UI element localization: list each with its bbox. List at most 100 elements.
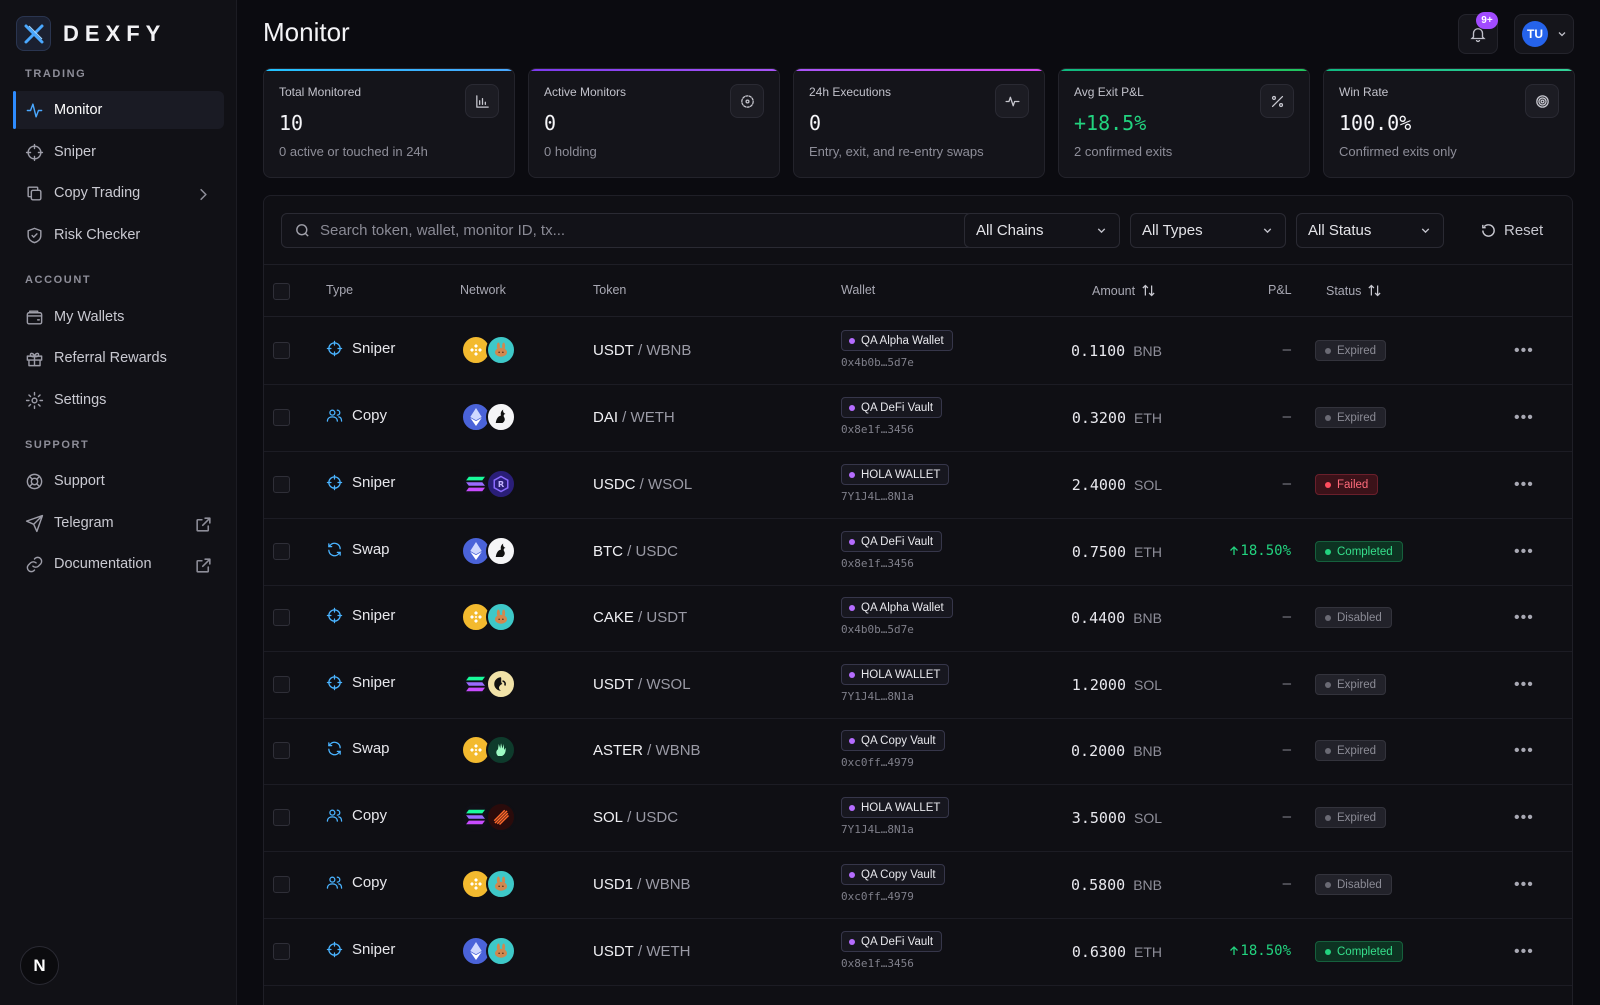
crosshair-icon: [326, 607, 343, 624]
percent-icon: [1271, 95, 1283, 107]
token-pair[interactable]: BTC / USDC: [593, 543, 679, 560]
stat-value: 10: [279, 111, 304, 135]
token-pair[interactable]: USDT / WBNB: [593, 342, 692, 359]
column-status[interactable]: Status: [1326, 283, 1382, 298]
wallet-tag[interactable]: QA DeFi Vault: [841, 931, 943, 952]
row-actions-button[interactable]: •••: [1514, 809, 1534, 826]
table-row[interactable]: Sniper USDT / WBNB QA Alpha Wallet 0x4b0b…5…: [264, 317, 1572, 385]
wallet-cell: QA Copy Vault 0xc0ff…4979: [841, 730, 945, 769]
quote-token: USDT: [646, 609, 688, 626]
amount-cell: 0.6300 ETH: [1024, 943, 1162, 961]
wallet-cell: HOLA WALLET 7Y1J4L…8N1a: [841, 464, 950, 503]
wallet-tag[interactable]: QA Alpha Wallet: [841, 330, 953, 351]
row-actions-button[interactable]: •••: [1514, 543, 1534, 560]
crosshair-icon: [326, 474, 343, 491]
token-pair[interactable]: ASTER / WBNB: [593, 742, 701, 759]
row-actions-button[interactable]: •••: [1514, 409, 1534, 426]
search-icon: [296, 224, 309, 237]
row-checkbox[interactable]: [273, 876, 290, 893]
wallet-tag[interactable]: HOLA WALLET: [841, 464, 950, 485]
table-row[interactable]: Copy SOL / USDC HOLA WALLET 7Y1J4L…8N1a 3.50…: [264, 784, 1572, 852]
status-label: Expired: [1337, 744, 1376, 757]
wallet-tag[interactable]: QA Alpha Wallet: [841, 597, 953, 618]
chevron-down-icon: [1558, 32, 1566, 37]
users-icon: [326, 409, 343, 422]
search-box[interactable]: [281, 213, 973, 248]
wallet-tag[interactable]: QA Copy Vault: [841, 730, 945, 751]
token-pair[interactable]: USDT / WETH: [593, 943, 691, 960]
wallet-address: 7Y1J4L…8N1a: [841, 490, 914, 503]
row-checkbox[interactable]: [273, 543, 290, 560]
wallet-tag[interactable]: QA Copy Vault: [841, 864, 945, 885]
type-label: Swap: [352, 541, 390, 558]
row-actions-button[interactable]: •••: [1514, 676, 1534, 693]
bell-icon: [1470, 28, 1486, 43]
brand-logo[interactable]: DEXFY: [16, 16, 166, 51]
chain-filter-select[interactable]: All Chains: [964, 213, 1120, 248]
wallet-tag[interactable]: QA DeFi Vault: [841, 531, 943, 552]
table-row[interactable]: Sniper R USDC / WSOL HOLA WALLET 7Y1J4L…8N1a…: [264, 451, 1572, 519]
table-row[interactable]: Swap ASTER / WBNB QA Copy Vault 0xc0ff…4979…: [264, 717, 1572, 785]
row-actions-button[interactable]: •••: [1514, 476, 1534, 493]
row-actions-button[interactable]: •••: [1514, 742, 1534, 759]
user-menu-button[interactable]: TU: [1514, 14, 1574, 54]
row-actions-button[interactable]: •••: [1514, 342, 1534, 359]
network-cell: [461, 536, 516, 566]
type-filter-select[interactable]: All Types: [1130, 213, 1286, 248]
token-pair[interactable]: USD1 / WBNB: [593, 876, 691, 893]
reset-filters-button[interactable]: Reset: [1480, 213, 1543, 248]
table-row[interactable]: Copy USD1 / WBNB QA Copy Vault 0xc0ff…4979 0…: [264, 851, 1572, 919]
token-pair[interactable]: CAKE / USDT: [593, 609, 688, 626]
status-badge: Expired: [1315, 807, 1386, 828]
search-input[interactable]: [320, 222, 940, 239]
sidebar-item-settings[interactable]: Settings: [13, 381, 224, 419]
sidebar-item-support[interactable]: Support: [13, 462, 224, 500]
status-filter-select[interactable]: All Status: [1296, 213, 1444, 248]
row-checkbox[interactable]: [273, 609, 290, 626]
sidebar-item-label: Support: [54, 473, 105, 489]
token-pair[interactable]: USDT / WSOL: [593, 676, 691, 693]
row-checkbox[interactable]: [273, 943, 290, 960]
pnl-value: —: [1282, 742, 1291, 758]
row-checkbox[interactable]: [273, 676, 290, 693]
sidebar-item-telegram[interactable]: Telegram: [13, 504, 224, 542]
row-checkbox[interactable]: [273, 809, 290, 826]
table-row[interactable]: Sniper USDT / WSOL HOLA WALLET 7Y1J4L…8N1a 1…: [264, 651, 1572, 719]
table-row[interactable]: Sniper USDT / WETH QA DeFi Vault 0x8e1f…345…: [264, 918, 1572, 986]
type-cell: Copy: [326, 407, 387, 424]
row-actions-button[interactable]: •••: [1514, 876, 1534, 893]
base-token: ASTER: [593, 742, 644, 759]
token-pair[interactable]: USDC / WSOL: [593, 476, 693, 493]
wallet-tag[interactable]: HOLA WALLET: [841, 664, 950, 685]
token-pair[interactable]: DAI / WETH: [593, 409, 675, 426]
row-checkbox[interactable]: [273, 342, 290, 359]
sidebar-item-label: My Wallets: [54, 309, 125, 325]
sidebar-item-risk-checker[interactable]: Risk Checker: [13, 216, 224, 254]
wallet-tag[interactable]: HOLA WALLET: [841, 797, 950, 818]
footer-logo-button[interactable]: N: [20, 946, 59, 985]
sidebar-item-monitor[interactable]: Monitor: [13, 91, 224, 129]
external-link-icon: [196, 558, 211, 573]
table-row[interactable]: Swap BTC / USDC QA DeFi Vault 0x8e1f…3456 0.…: [264, 518, 1572, 586]
crosshair-icon: [25, 143, 44, 161]
sidebar-item-sniper[interactable]: Sniper: [13, 133, 224, 171]
sidebar-item-referral-rewards[interactable]: Referral Rewards: [13, 339, 224, 377]
column-amount[interactable]: Amount: [1092, 283, 1156, 298]
chevron-down-icon: [1421, 228, 1430, 234]
table-row[interactable]: Sniper CAKE / USDT QA Alpha Wallet 0x4b0b…5…: [264, 584, 1572, 652]
pnl-cell: —: [1194, 409, 1291, 425]
type-cell: Swap: [326, 541, 390, 558]
sidebar-item-my-wallets[interactable]: My Wallets: [13, 298, 224, 336]
row-actions-button[interactable]: •••: [1514, 943, 1534, 960]
sidebar-item-documentation[interactable]: Documentation: [13, 545, 224, 583]
sidebar-item-copy-trading[interactable]: Copy Trading: [13, 174, 224, 212]
token-pair[interactable]: SOL / USDC: [593, 809, 679, 826]
wallet-tag[interactable]: QA DeFi Vault: [841, 397, 943, 418]
row-checkbox[interactable]: [273, 742, 290, 759]
row-actions-button[interactable]: •••: [1514, 609, 1534, 626]
row-checkbox[interactable]: [273, 409, 290, 426]
page-title: Monitor: [263, 17, 350, 47]
table-row[interactable]: Copy DAI / WETH QA DeFi Vault 0x8e1f…3456 0.…: [264, 384, 1572, 452]
select-all-checkbox[interactable]: [273, 283, 290, 300]
row-checkbox[interactable]: [273, 476, 290, 493]
